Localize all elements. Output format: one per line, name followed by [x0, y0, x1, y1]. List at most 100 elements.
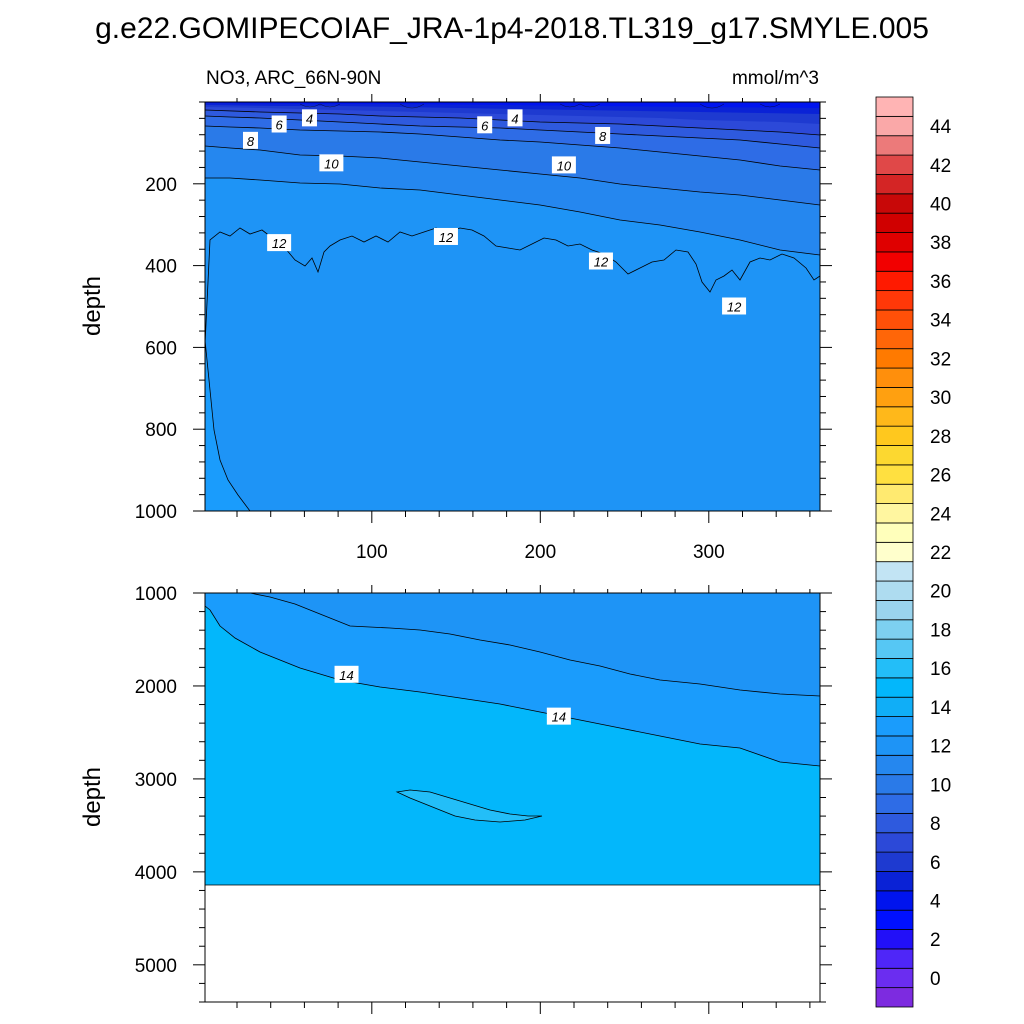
colorbar-swatch — [875, 503, 914, 524]
lower-contour-labels: 14 14 — [334, 665, 571, 725]
colorbar-swatch — [875, 696, 914, 717]
colorbar-swatch — [875, 135, 914, 156]
colorbar-tick-label: 10 — [930, 775, 951, 796]
contour-label-text: 6 — [481, 118, 489, 133]
lower-y-tick-label: 5000 — [135, 956, 177, 977]
figure-title: g.e22.GOMIPECOIAF_JRA-1p4-2018.TL319_g17… — [95, 12, 929, 45]
colorbar-swatch — [875, 735, 914, 756]
colorbar-tick-label: 22 — [930, 543, 951, 564]
contour-label: 12 — [433, 227, 458, 245]
upper-y-tick-label: 600 — [145, 338, 177, 359]
colorbar-tick-label: 38 — [930, 233, 951, 254]
colorbar-swatch — [875, 793, 914, 814]
contour-label-text: 14 — [552, 710, 566, 725]
contour-label: 12 — [267, 234, 292, 252]
colorbar-swatch — [875, 832, 914, 853]
colorbar-tick-label: 8 — [930, 814, 941, 835]
colorbar-tick-label: 0 — [930, 969, 941, 990]
contour-label: 6 — [271, 115, 287, 133]
lower-panel: 14 14 1000 2000 3000 4000 5000 depth — [79, 584, 832, 1014]
contour-label-text: 12 — [272, 236, 287, 251]
colorbar-swatch — [875, 232, 914, 253]
contour-label: 12 — [588, 252, 613, 270]
contour-label-text: 12 — [439, 230, 454, 245]
colorbar-tick-label: 36 — [930, 272, 951, 293]
variable-region-label: NO3, ARC_66N-90N — [206, 68, 381, 89]
contour-label-box — [267, 234, 292, 252]
lower-y-tick-label: 3000 — [135, 770, 177, 791]
contour-label: 6 — [477, 116, 493, 134]
colorbar-swatch — [875, 638, 914, 659]
colorbar-swatch — [875, 851, 914, 872]
upper-axis-ticks: 100 200 300 200 400 600 800 1000 — [135, 94, 832, 563]
colorbar-swatch — [875, 290, 914, 311]
colorbar-tick-label: 30 — [930, 388, 951, 409]
contour-label: 12 — [722, 297, 747, 315]
colorbar-swatch — [875, 871, 914, 892]
colorbar-swatch — [875, 115, 914, 137]
contour-label: 10 — [551, 156, 576, 174]
colorbar-swatch — [875, 522, 914, 543]
colorbar-swatch — [875, 251, 914, 272]
colorbar-swatch — [875, 154, 914, 175]
colorbar-swatch — [875, 541, 914, 563]
colorbar-tick-label: 26 — [930, 466, 951, 487]
colorbar-tick-label: 28 — [930, 427, 951, 448]
contour-label: 4 — [301, 109, 317, 127]
colorbar-swatch — [875, 812, 914, 834]
colorbar-tick-label: 40 — [930, 194, 951, 215]
colorbar-swatch — [875, 909, 914, 930]
contour-label-box — [551, 156, 576, 174]
upper-y-tick-label: 800 — [145, 420, 177, 441]
colorbar-tick-label: 24 — [930, 504, 952, 525]
upper-x-tick-label: 200 — [524, 542, 556, 563]
colorbar-tick-label: 14 — [930, 698, 952, 719]
colorbar-swatch — [875, 425, 914, 446]
colorbar-swatch — [875, 619, 914, 640]
colorbar-swatch — [875, 387, 914, 408]
contour-label-box — [588, 252, 613, 270]
colorbar-swatch — [875, 270, 914, 292]
colorbar-swatch — [875, 406, 914, 427]
contour-label-box — [546, 707, 571, 725]
upper-contour-fill — [205, 102, 820, 511]
colorbar-swatch — [875, 174, 914, 195]
contour-label-box — [477, 116, 493, 134]
upper-panel: 4 4 6 6 8 8 10 10 12 12 12 12 100 200 300 200 400 600 800… — [79, 94, 832, 563]
contour-label-box — [334, 665, 359, 683]
contour-label: 8 — [242, 131, 258, 149]
lower-y-axis-label: depth — [79, 767, 106, 827]
lower-y-tick-label: 1000 — [135, 584, 177, 605]
upper-y-tick-label: 200 — [145, 175, 177, 196]
colorbar-swatch — [875, 464, 914, 485]
contour-label: 14 — [334, 665, 359, 683]
contour-label-box — [722, 297, 747, 315]
upper-x-tick-label: 300 — [693, 542, 725, 563]
colorbar-swatch — [875, 967, 914, 989]
colorbar-swatch — [875, 483, 914, 504]
contour-label-box — [242, 131, 258, 149]
colorbar-tick-label: 20 — [930, 582, 951, 603]
units-label: mmol/m^3 — [732, 68, 819, 89]
contour-label-box — [301, 109, 317, 127]
colorbar-swatch — [875, 96, 914, 117]
colorbar-tick-label: 6 — [930, 853, 941, 874]
colorbar-swatch — [875, 561, 914, 582]
colorbar-swatch — [875, 600, 914, 621]
lower-contour-fill — [205, 593, 820, 1002]
contour-label: 14 — [546, 707, 571, 725]
colorbar-swatch — [875, 716, 914, 737]
colorbar-swatch — [875, 212, 914, 233]
upper-y-axis-label: depth — [79, 276, 106, 336]
contour-label-box — [507, 109, 523, 127]
upper-y-tick-label: 400 — [145, 257, 177, 278]
contour-label-text: 6 — [276, 117, 284, 132]
upper-y-tick-label: 1000 — [135, 502, 177, 523]
colorbar-swatch — [875, 193, 914, 214]
colorbar-swatch — [875, 367, 914, 388]
contour-label-text: 4 — [511, 111, 518, 126]
colorbar: 0246810121416182022242628303234363840424… — [875, 96, 952, 1008]
colorbar-tick-label: 32 — [930, 349, 951, 370]
contour-label-box — [595, 126, 611, 144]
colorbar-swatch — [875, 445, 914, 466]
